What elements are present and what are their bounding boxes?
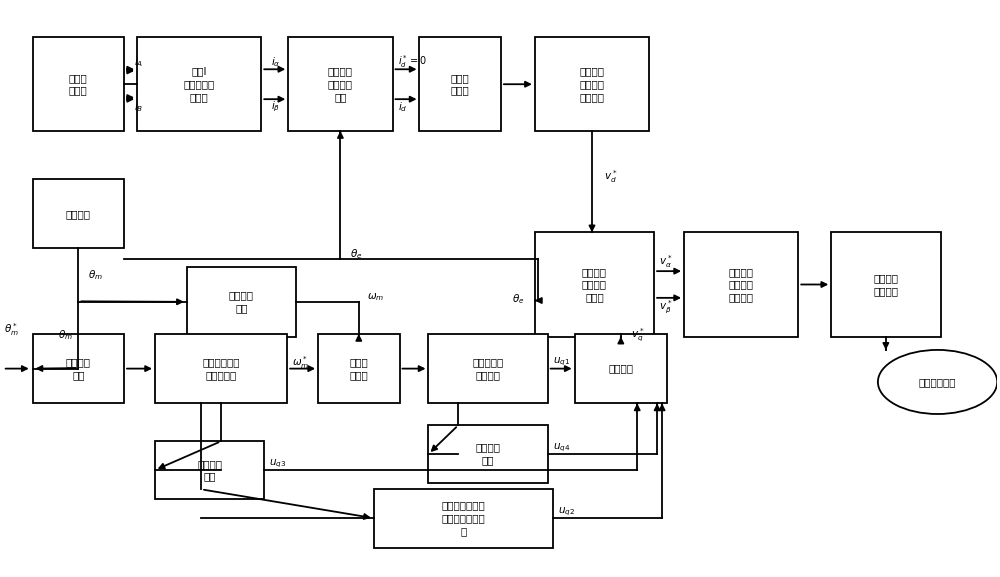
FancyBboxPatch shape <box>318 334 400 403</box>
Text: 第二差分
模块: 第二差分 模块 <box>66 357 91 380</box>
Text: $u_{q2}$: $u_{q2}$ <box>558 505 575 518</box>
Text: $\theta_m$: $\theta_m$ <box>88 268 103 282</box>
Text: $i_A$: $i_A$ <box>134 55 143 69</box>
Text: $\theta_m$: $\theta_m$ <box>58 328 73 342</box>
Text: 永磁同步电机: 永磁同步电机 <box>919 377 956 387</box>
Text: 励磁电流
比例积分
调节模块: 励磁电流 比例积分 调节模块 <box>579 66 604 102</box>
FancyBboxPatch shape <box>831 233 941 336</box>
Text: 累加模块: 累加模块 <box>608 364 633 374</box>
Text: 两相旋转
坐标变换
模块: 两相旋转 坐标变换 模块 <box>328 66 353 102</box>
Text: 位置前馈
模块: 位置前馈 模块 <box>197 459 222 481</box>
FancyBboxPatch shape <box>187 267 296 336</box>
Text: 两相旋转
坐标反变
换模块: 两相旋转 坐标反变 换模块 <box>582 267 607 302</box>
FancyBboxPatch shape <box>419 38 501 131</box>
FancyBboxPatch shape <box>33 179 124 249</box>
FancyBboxPatch shape <box>155 334 287 403</box>
Text: $v_\beta^*$: $v_\beta^*$ <box>659 298 673 316</box>
Text: 高速转子扰振自
适应前馈补偿模
块: 高速转子扰振自 适应前馈补偿模 块 <box>441 500 485 536</box>
Text: 位置环比例微
分调节模块: 位置环比例微 分调节模块 <box>202 357 240 380</box>
FancyBboxPatch shape <box>428 334 548 403</box>
Text: 第三差
分模块: 第三差 分模块 <box>349 357 368 380</box>
FancyBboxPatch shape <box>33 334 124 403</box>
FancyBboxPatch shape <box>288 38 393 131</box>
Text: $u_{q3}$: $u_{q3}$ <box>269 458 287 470</box>
FancyBboxPatch shape <box>535 233 654 336</box>
Text: $\omega_m$: $\omega_m$ <box>367 292 384 304</box>
Text: $\theta_e$: $\theta_e$ <box>350 247 363 261</box>
Text: $i_\alpha$: $i_\alpha$ <box>271 55 281 69</box>
Text: 三相I
两相坐标变
换模块: 三相I 两相坐标变 换模块 <box>184 66 215 102</box>
Text: $i_d$: $i_d$ <box>398 100 407 114</box>
Text: $v_d^*$: $v_d^*$ <box>604 168 617 185</box>
Text: 转速环滑模
控制模块: 转速环滑模 控制模块 <box>472 357 504 380</box>
Text: 空间矢量
脉宽调制
生成模块: 空间矢量 脉宽调制 生成模块 <box>729 267 754 302</box>
FancyBboxPatch shape <box>374 489 553 548</box>
Text: 转速计算
模块: 转速计算 模块 <box>229 290 254 313</box>
Text: $i_d^*=0$: $i_d^*=0$ <box>398 53 427 70</box>
Text: $\omega_m^*$: $\omega_m^*$ <box>292 354 309 370</box>
Text: $u_{q4}$: $u_{q4}$ <box>553 441 570 454</box>
Text: 第一差
分模块: 第一差 分模块 <box>451 73 470 96</box>
FancyBboxPatch shape <box>535 38 649 131</box>
Text: $\theta_m^*$: $\theta_m^*$ <box>4 321 19 338</box>
FancyBboxPatch shape <box>684 233 798 336</box>
Text: $\theta_e$: $\theta_e$ <box>512 293 525 306</box>
Text: $i_B$: $i_B$ <box>134 100 143 114</box>
FancyBboxPatch shape <box>33 38 124 131</box>
Text: 电流采
集模块: 电流采 集模块 <box>69 73 88 96</box>
Text: 测角模块: 测角模块 <box>66 209 91 219</box>
Text: $v_\alpha^*$: $v_\alpha^*$ <box>659 254 673 271</box>
FancyBboxPatch shape <box>575 334 667 403</box>
Text: $u_{q1}$: $u_{q1}$ <box>553 356 570 368</box>
FancyBboxPatch shape <box>137 38 261 131</box>
Text: $v_q^*$: $v_q^*$ <box>631 327 644 344</box>
Text: $i_\beta$: $i_\beta$ <box>271 99 281 114</box>
FancyBboxPatch shape <box>428 425 548 484</box>
Text: 全桥驱动
电路模块: 全桥驱动 电路模块 <box>873 273 898 296</box>
FancyBboxPatch shape <box>155 441 264 500</box>
Text: 速度前馈
模块: 速度前馈 模块 <box>476 443 501 466</box>
